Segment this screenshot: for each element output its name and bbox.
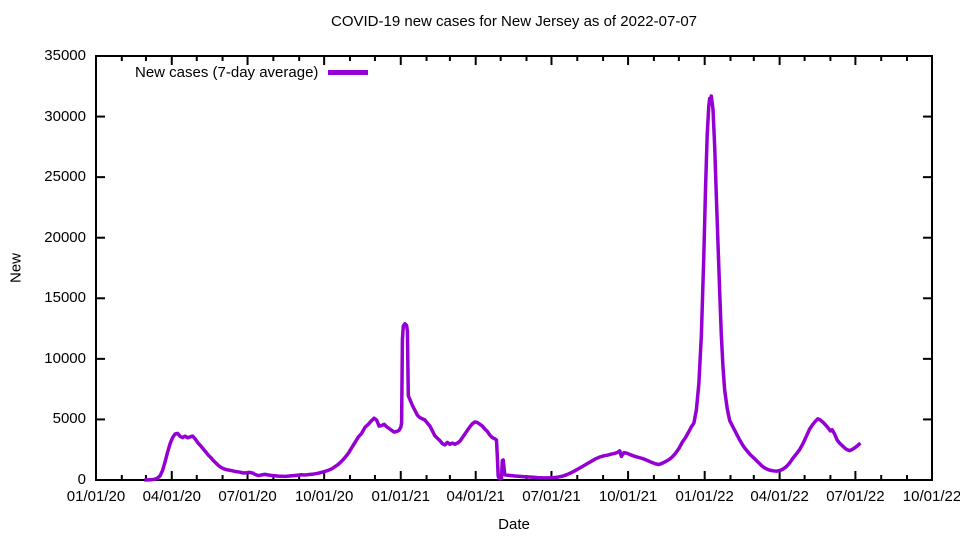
y-tick-label: 25000	[44, 168, 86, 186]
y-tick-label: 30000	[44, 107, 86, 125]
y-tick-label: 0	[77, 471, 86, 488]
legend-line-sample	[328, 69, 369, 75]
x-tick-label: 07/01/22	[826, 488, 885, 505]
x-tick-label: 10/01/20	[294, 488, 354, 505]
x-tick-label: 10/01/22	[902, 488, 960, 505]
x-tick-label: 04/01/20	[142, 488, 201, 505]
x-tick-label: 07/01/21	[522, 488, 581, 505]
x-tick-label: 07/01/20	[218, 488, 277, 505]
x-tick-label: 01/01/22	[675, 488, 734, 505]
y-tick-label: 10000	[44, 349, 86, 367]
legend: New cases (7-day average)	[135, 63, 369, 81]
y-tick-label: 35000	[44, 47, 86, 64]
x-tick-label: 01/01/20	[66, 488, 126, 505]
x-tick-label: 10/01/21	[598, 488, 658, 505]
x-tick-label: 04/01/21	[446, 488, 505, 505]
x-tick-label: 01/01/21	[371, 488, 430, 505]
y-tick-label: 5000	[52, 410, 86, 428]
y-tick-label: 15000	[44, 289, 86, 307]
data-line	[144, 94, 862, 482]
plot-border	[95, 55, 933, 481]
x-axis-label: Date	[498, 516, 530, 533]
y-tick-label: 20000	[44, 228, 86, 246]
chart-title: COVID-19 new cases for New Jersey as of …	[331, 13, 697, 30]
x-tick-label: 04/01/22	[750, 488, 809, 505]
legend-label: New cases (7-day average)	[135, 63, 319, 81]
